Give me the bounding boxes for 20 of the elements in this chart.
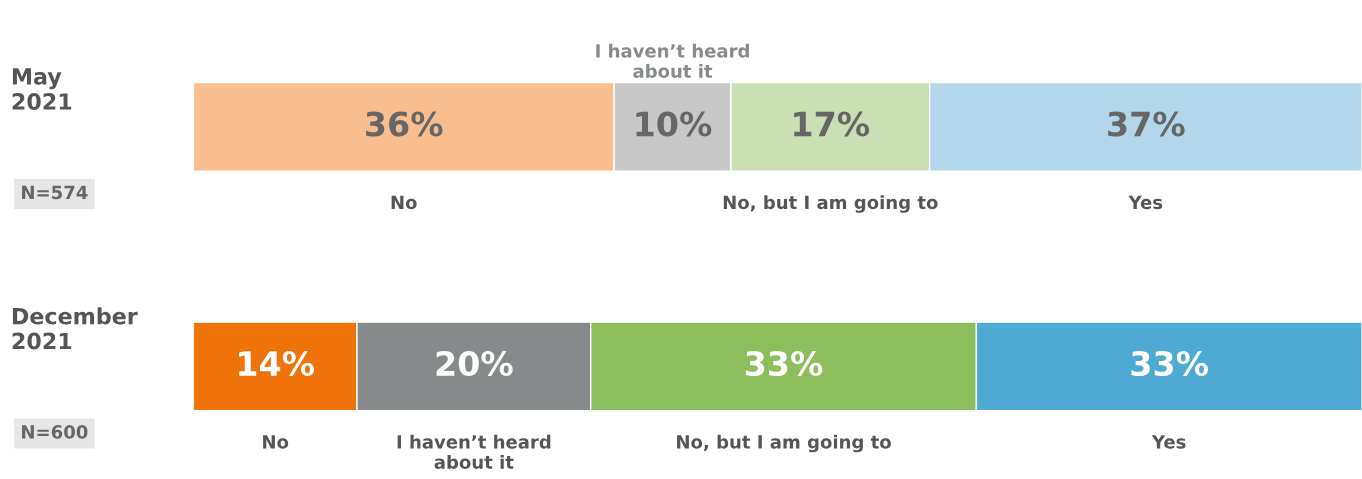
data-label: 20% [436, 350, 513, 377]
data-label: 17% [794, 111, 870, 137]
y-tick-label: May 2021 [12, 68, 72, 110]
series-label: Yes [1128, 195, 1163, 210]
text: Yes [1151, 435, 1186, 449]
text: No, but I am going to [723, 195, 938, 213]
text: N=574 [22, 185, 88, 200]
series-label: No [391, 195, 417, 210]
text: N=600 [22, 425, 88, 439]
data-label: 36% [366, 111, 443, 137]
data-label: 37% [1108, 111, 1185, 137]
text: I haven’t heard about it [397, 434, 551, 469]
data-label: 33% [745, 350, 823, 377]
series-label: I haven’t heard about it [596, 43, 749, 78]
data-label: 14% [239, 350, 315, 377]
text: No [263, 435, 289, 449]
series-label: No, but I am going to [677, 434, 891, 453]
data-label: 33% [1131, 350, 1209, 377]
data-label: 10% [636, 111, 712, 137]
y-tick-label: December 2021 [12, 307, 138, 350]
